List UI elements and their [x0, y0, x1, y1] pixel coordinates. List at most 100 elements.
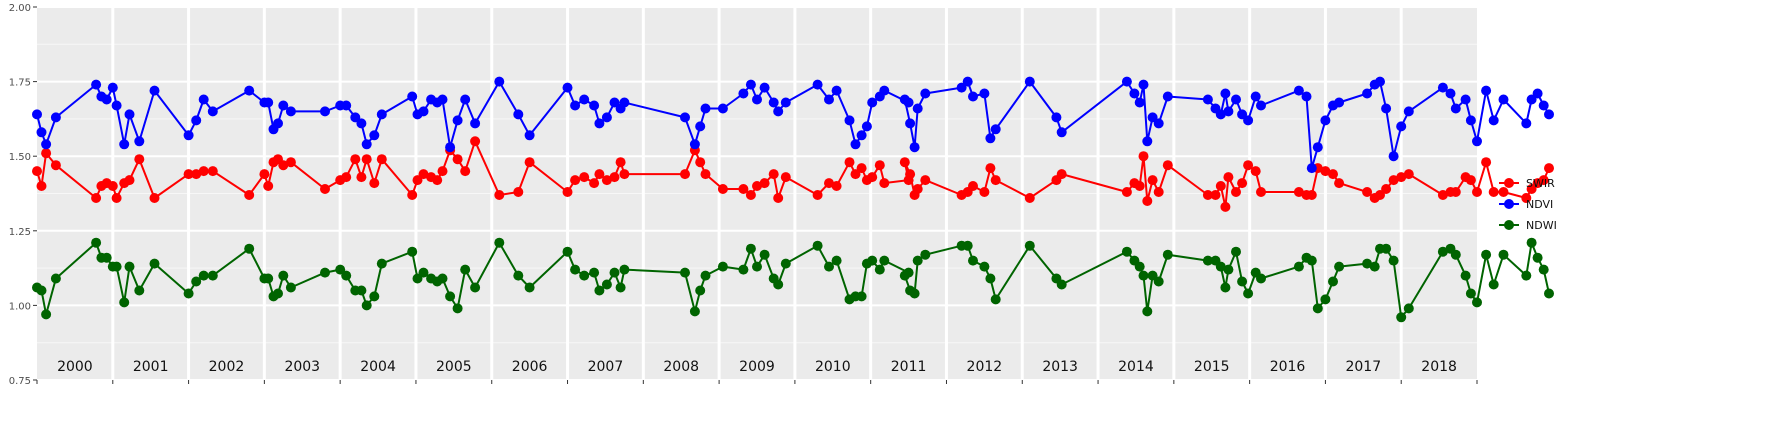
- ndvi-point: [36, 127, 47, 138]
- ndwi-point: [570, 264, 581, 275]
- ndwi-point: [1521, 270, 1532, 281]
- swir-point: [107, 181, 118, 191]
- ndwi-point: [1312, 303, 1323, 314]
- ndvi-point: [361, 139, 372, 150]
- ndvi-point: [1056, 127, 1067, 138]
- swir-point: [1056, 169, 1067, 180]
- ndvi-point: [609, 97, 620, 108]
- ndvi-point: [1051, 112, 1062, 123]
- ndwi-point: [689, 306, 700, 317]
- ndvi-point: [437, 94, 448, 105]
- year-label: 2006: [512, 359, 548, 375]
- ndwi-point: [1220, 282, 1231, 293]
- ndvi-point: [1388, 151, 1399, 162]
- swir-point: [1142, 196, 1153, 206]
- ndvi-point: [320, 106, 330, 117]
- ndvi-point: [1306, 163, 1317, 174]
- ndwi-point: [320, 267, 330, 278]
- ndvi-point: [956, 82, 967, 93]
- ndvi-point: [1521, 118, 1532, 129]
- swir-legend-marker: [1504, 178, 1514, 188]
- ndvi-point: [717, 103, 728, 114]
- swir-point: [601, 175, 612, 186]
- swir-point: [191, 169, 202, 180]
- swir-point: [285, 157, 296, 168]
- ndwi-point: [1024, 240, 1035, 251]
- swir-point: [850, 169, 861, 180]
- ndvi-point: [191, 115, 202, 126]
- ndvi-point: [1134, 97, 1145, 108]
- ndvi-point: [1472, 136, 1482, 147]
- ndwi-point: [1320, 294, 1331, 305]
- ndvi-point: [1312, 142, 1323, 153]
- ndvi-point: [812, 79, 823, 90]
- swir-point: [990, 175, 1001, 186]
- swir-point: [183, 169, 194, 180]
- ndvi-point: [680, 112, 690, 123]
- ndvi-point: [1220, 88, 1231, 99]
- swir-point: [1231, 187, 1241, 197]
- ndvi-point: [1437, 82, 1448, 93]
- ndwi-point: [183, 288, 194, 299]
- ndvi-point: [107, 82, 118, 93]
- ndvi-point: [91, 79, 102, 90]
- ndwi-point: [134, 285, 145, 296]
- swir-point: [259, 169, 270, 180]
- ndvi-point: [968, 91, 978, 102]
- swir-point: [562, 187, 573, 197]
- swir-point: [452, 154, 463, 165]
- ndwi-point: [149, 258, 160, 269]
- swir-point: [1481, 157, 1492, 168]
- ndwi-point: [273, 288, 283, 299]
- ndwi-point: [341, 270, 352, 281]
- ndwi-point: [1223, 264, 1234, 275]
- year-label: 2001: [133, 359, 169, 375]
- swir-point: [1334, 178, 1345, 189]
- year-label: 2000: [57, 359, 93, 375]
- swir-point: [738, 184, 749, 194]
- swir-point: [407, 190, 418, 200]
- swir-point: [207, 166, 218, 177]
- ndwi-point: [101, 252, 112, 263]
- ndwi-point: [524, 282, 535, 293]
- swir-point: [780, 172, 791, 183]
- ndwi-point: [601, 279, 612, 290]
- ndwi-point: [278, 270, 289, 281]
- ndvi-point: [579, 94, 590, 105]
- ndvi-point: [452, 115, 463, 126]
- y-axis: 0.75 1.00 1.25 1.50 1.75 2.00: [9, 3, 37, 387]
- ndwi-point: [445, 291, 456, 302]
- ndwi-point: [198, 270, 209, 281]
- ndvi-point: [844, 115, 855, 126]
- swir-point: [1488, 187, 1499, 197]
- ndvi-point: [1138, 79, 1149, 90]
- ndvi-point: [341, 100, 352, 111]
- ndvi-point: [768, 97, 779, 108]
- swir-point: [570, 175, 581, 186]
- ndvi-point: [494, 76, 505, 87]
- ndwi-point: [1121, 246, 1132, 257]
- ndwi-point: [1293, 261, 1304, 272]
- ndwi-point: [452, 303, 463, 314]
- swir-point: [745, 190, 756, 200]
- ndvi-point: [1538, 100, 1549, 111]
- ndwi-point: [1215, 261, 1226, 272]
- swir-point: [149, 193, 160, 203]
- ndwi-point: [369, 291, 380, 302]
- ndvi-point: [920, 88, 931, 99]
- ndvi-point: [1223, 106, 1234, 117]
- ndwi-point: [1388, 255, 1399, 266]
- ndwi-legend-marker: [1504, 220, 1514, 230]
- swir-point: [437, 166, 448, 177]
- series-points: [32, 76, 1554, 323]
- year-label: 2007: [588, 359, 624, 375]
- swir-point: [134, 154, 145, 165]
- swir-point: [609, 172, 620, 183]
- ndwi-point: [912, 255, 923, 266]
- swir-point: [856, 163, 867, 174]
- year-label: 2003: [284, 359, 320, 375]
- swir-point: [1403, 169, 1414, 180]
- ndvi-point: [350, 112, 361, 123]
- ndvi-point: [1293, 85, 1304, 96]
